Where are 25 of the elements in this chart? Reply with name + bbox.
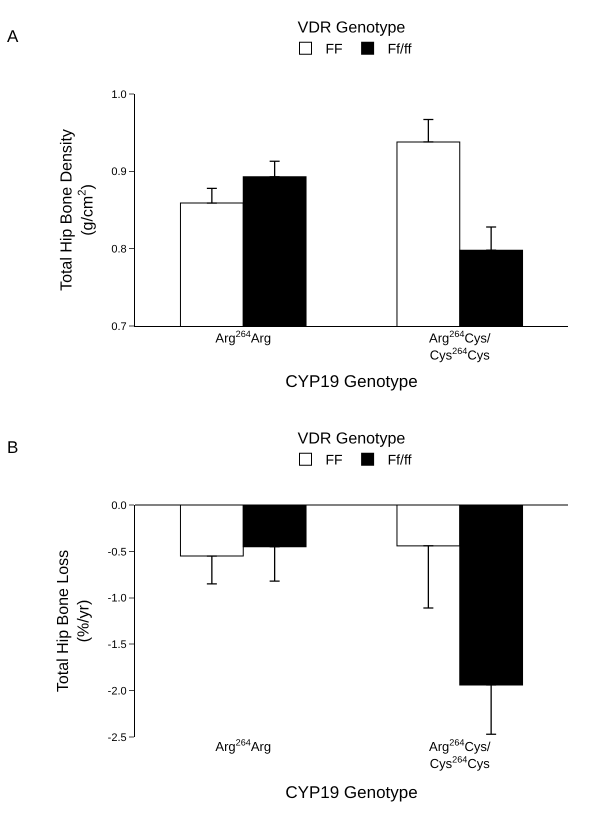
x-axis-title: CYP19 Genotype: [285, 372, 418, 391]
y-tick-label: 0.9: [111, 166, 127, 178]
text: B: [7, 438, 18, 457]
y-axis-title: Total Hip Bone Loss (%/yr): [54, 550, 93, 692]
legend-label: FF: [326, 452, 343, 468]
legend-label: Ff/ff: [388, 452, 412, 468]
y-tick-label: 0.0: [111, 500, 127, 512]
legend-title: VDR Genotype: [298, 430, 406, 448]
x-tick-label: Arg$^{264}$Arg: [215, 329, 272, 346]
legend-label: FF: [326, 40, 343, 57]
x-axis-title: CYP19 Genotype: [285, 783, 418, 802]
legend-title: VDR Genotype: [298, 20, 406, 37]
x-tick-label: Arg$^{264}$Arg: [215, 738, 272, 754]
y-tick-label: -0.5: [108, 546, 127, 558]
y-tick-label: 0.7: [111, 320, 127, 333]
y-tick-label: -2.0: [108, 685, 127, 698]
x-tick-label: Arg$^{264}$Cys/ Cys$^{264}$Cys: [429, 329, 491, 362]
y-tick-label: -2.5: [108, 732, 127, 744]
y-tick-label: 1.0: [111, 88, 127, 101]
text: A: [7, 27, 19, 46]
y-tick-label: 0.8: [111, 244, 127, 256]
legend-label: Ff/ff: [388, 40, 412, 57]
y-tick-label: -1.5: [108, 639, 127, 652]
y-tick-label: -1.0: [108, 592, 127, 605]
x-tick-label: Arg$^{264}$Cys/ Cys$^{264}$Cys: [429, 738, 491, 771]
